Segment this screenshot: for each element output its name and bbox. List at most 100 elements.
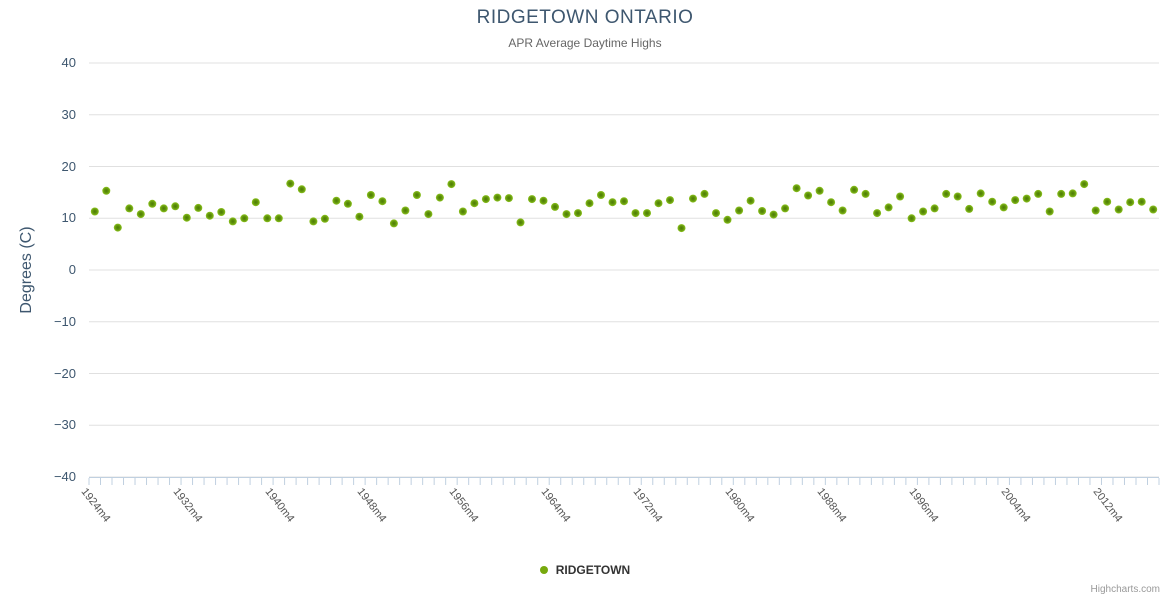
data-point[interactable] (1068, 189, 1077, 198)
data-point[interactable] (412, 191, 421, 199)
data-point[interactable] (228, 217, 237, 226)
data-point[interactable] (332, 196, 341, 205)
data-point[interactable] (1137, 197, 1146, 206)
data-point[interactable] (355, 212, 364, 221)
data-point[interactable] (309, 217, 318, 226)
data-point[interactable] (562, 210, 571, 219)
data-point[interactable] (217, 208, 226, 216)
data-point[interactable] (712, 209, 720, 218)
data-point[interactable] (574, 209, 582, 218)
data-point[interactable] (1022, 194, 1031, 203)
data-point[interactable] (758, 207, 767, 215)
data-point[interactable] (769, 210, 778, 219)
data-point[interactable] (539, 196, 548, 205)
data-point[interactable] (182, 213, 191, 222)
data-point[interactable] (942, 189, 951, 198)
data-point[interactable] (850, 185, 859, 194)
data-point[interactable] (274, 214, 283, 223)
data-point[interactable] (804, 191, 813, 200)
data-point[interactable] (401, 206, 410, 215)
data-point[interactable] (148, 199, 157, 208)
data-point[interactable] (90, 207, 99, 216)
data-point[interactable] (378, 197, 387, 206)
data-point[interactable] (504, 194, 513, 203)
data-point[interactable] (251, 198, 260, 207)
data-point[interactable] (976, 189, 985, 198)
data-point[interactable] (988, 197, 997, 206)
data-point[interactable] (792, 184, 801, 193)
data-point[interactable] (654, 199, 663, 208)
data-point[interactable] (597, 191, 605, 199)
data-point[interactable] (102, 186, 111, 195)
data-point[interactable] (263, 214, 272, 223)
data-point[interactable] (297, 185, 306, 194)
data-point[interactable] (919, 207, 928, 216)
legend-item-ridgetown[interactable]: RIDGETOWN (0, 563, 1170, 577)
data-point[interactable] (677, 224, 686, 233)
data-point[interactable] (884, 203, 893, 212)
data-point[interactable] (447, 180, 456, 189)
data-point[interactable] (389, 219, 398, 228)
data-point[interactable] (666, 196, 674, 205)
data-point[interactable] (746, 196, 755, 205)
data-point[interactable] (1149, 205, 1158, 214)
data-point[interactable] (1114, 205, 1123, 214)
data-point[interactable] (458, 207, 467, 216)
data-point[interactable] (343, 199, 352, 208)
data-point[interactable] (320, 214, 329, 223)
data-point[interactable] (1103, 197, 1112, 206)
y-axis-label: 40 (61, 55, 76, 70)
data-point[interactable] (689, 194, 697, 203)
data-point[interactable] (286, 179, 295, 188)
data-point[interactable] (113, 223, 122, 232)
data-point[interactable] (999, 203, 1008, 212)
y-axis-label: 10 (61, 210, 76, 226)
legend-label: RIDGETOWN (555, 563, 631, 577)
data-point[interactable] (516, 218, 525, 227)
data-point[interactable] (424, 210, 433, 219)
data-point[interactable] (366, 191, 375, 199)
data-point[interactable] (1080, 180, 1089, 189)
y-axis-label: −10 (53, 313, 76, 329)
data-point[interactable] (551, 202, 559, 211)
data-point[interactable] (194, 203, 203, 212)
data-point[interactable] (608, 198, 617, 207)
data-point[interactable] (781, 204, 790, 213)
data-point[interactable] (125, 204, 134, 213)
data-point[interactable] (1034, 189, 1043, 198)
data-point[interactable] (631, 209, 640, 218)
data-point[interactable] (240, 214, 249, 223)
data-point[interactable] (481, 195, 490, 204)
data-point[interactable] (585, 199, 594, 208)
data-point[interactable] (470, 199, 479, 208)
data-point[interactable] (1045, 207, 1054, 216)
data-point[interactable] (1126, 198, 1135, 207)
highcharts-credits-link[interactable]: Highcharts.com (1090, 584, 1160, 595)
data-point[interactable] (861, 189, 870, 198)
data-point[interactable] (159, 204, 168, 213)
data-point[interactable] (435, 193, 444, 202)
data-point[interactable] (700, 189, 709, 198)
data-point[interactable] (723, 215, 732, 224)
data-point[interactable] (838, 206, 847, 215)
data-point[interactable] (136, 210, 145, 219)
data-point[interactable] (907, 214, 916, 223)
data-point[interactable] (953, 192, 962, 201)
data-point[interactable] (896, 192, 905, 201)
data-point[interactable] (171, 202, 180, 211)
data-point[interactable] (493, 193, 502, 202)
data-point[interactable] (735, 206, 744, 215)
data-point[interactable] (205, 211, 214, 220)
data-point[interactable] (1091, 206, 1100, 215)
data-point[interactable] (528, 195, 536, 204)
data-point[interactable] (1011, 196, 1020, 205)
data-point[interactable] (965, 204, 974, 213)
data-point[interactable] (827, 198, 836, 207)
data-point[interactable] (620, 197, 628, 206)
data-point[interactable] (815, 186, 824, 195)
data-point[interactable] (643, 209, 651, 218)
data-point[interactable] (1057, 189, 1066, 198)
data-point[interactable] (930, 204, 939, 213)
data-point[interactable] (873, 209, 882, 218)
